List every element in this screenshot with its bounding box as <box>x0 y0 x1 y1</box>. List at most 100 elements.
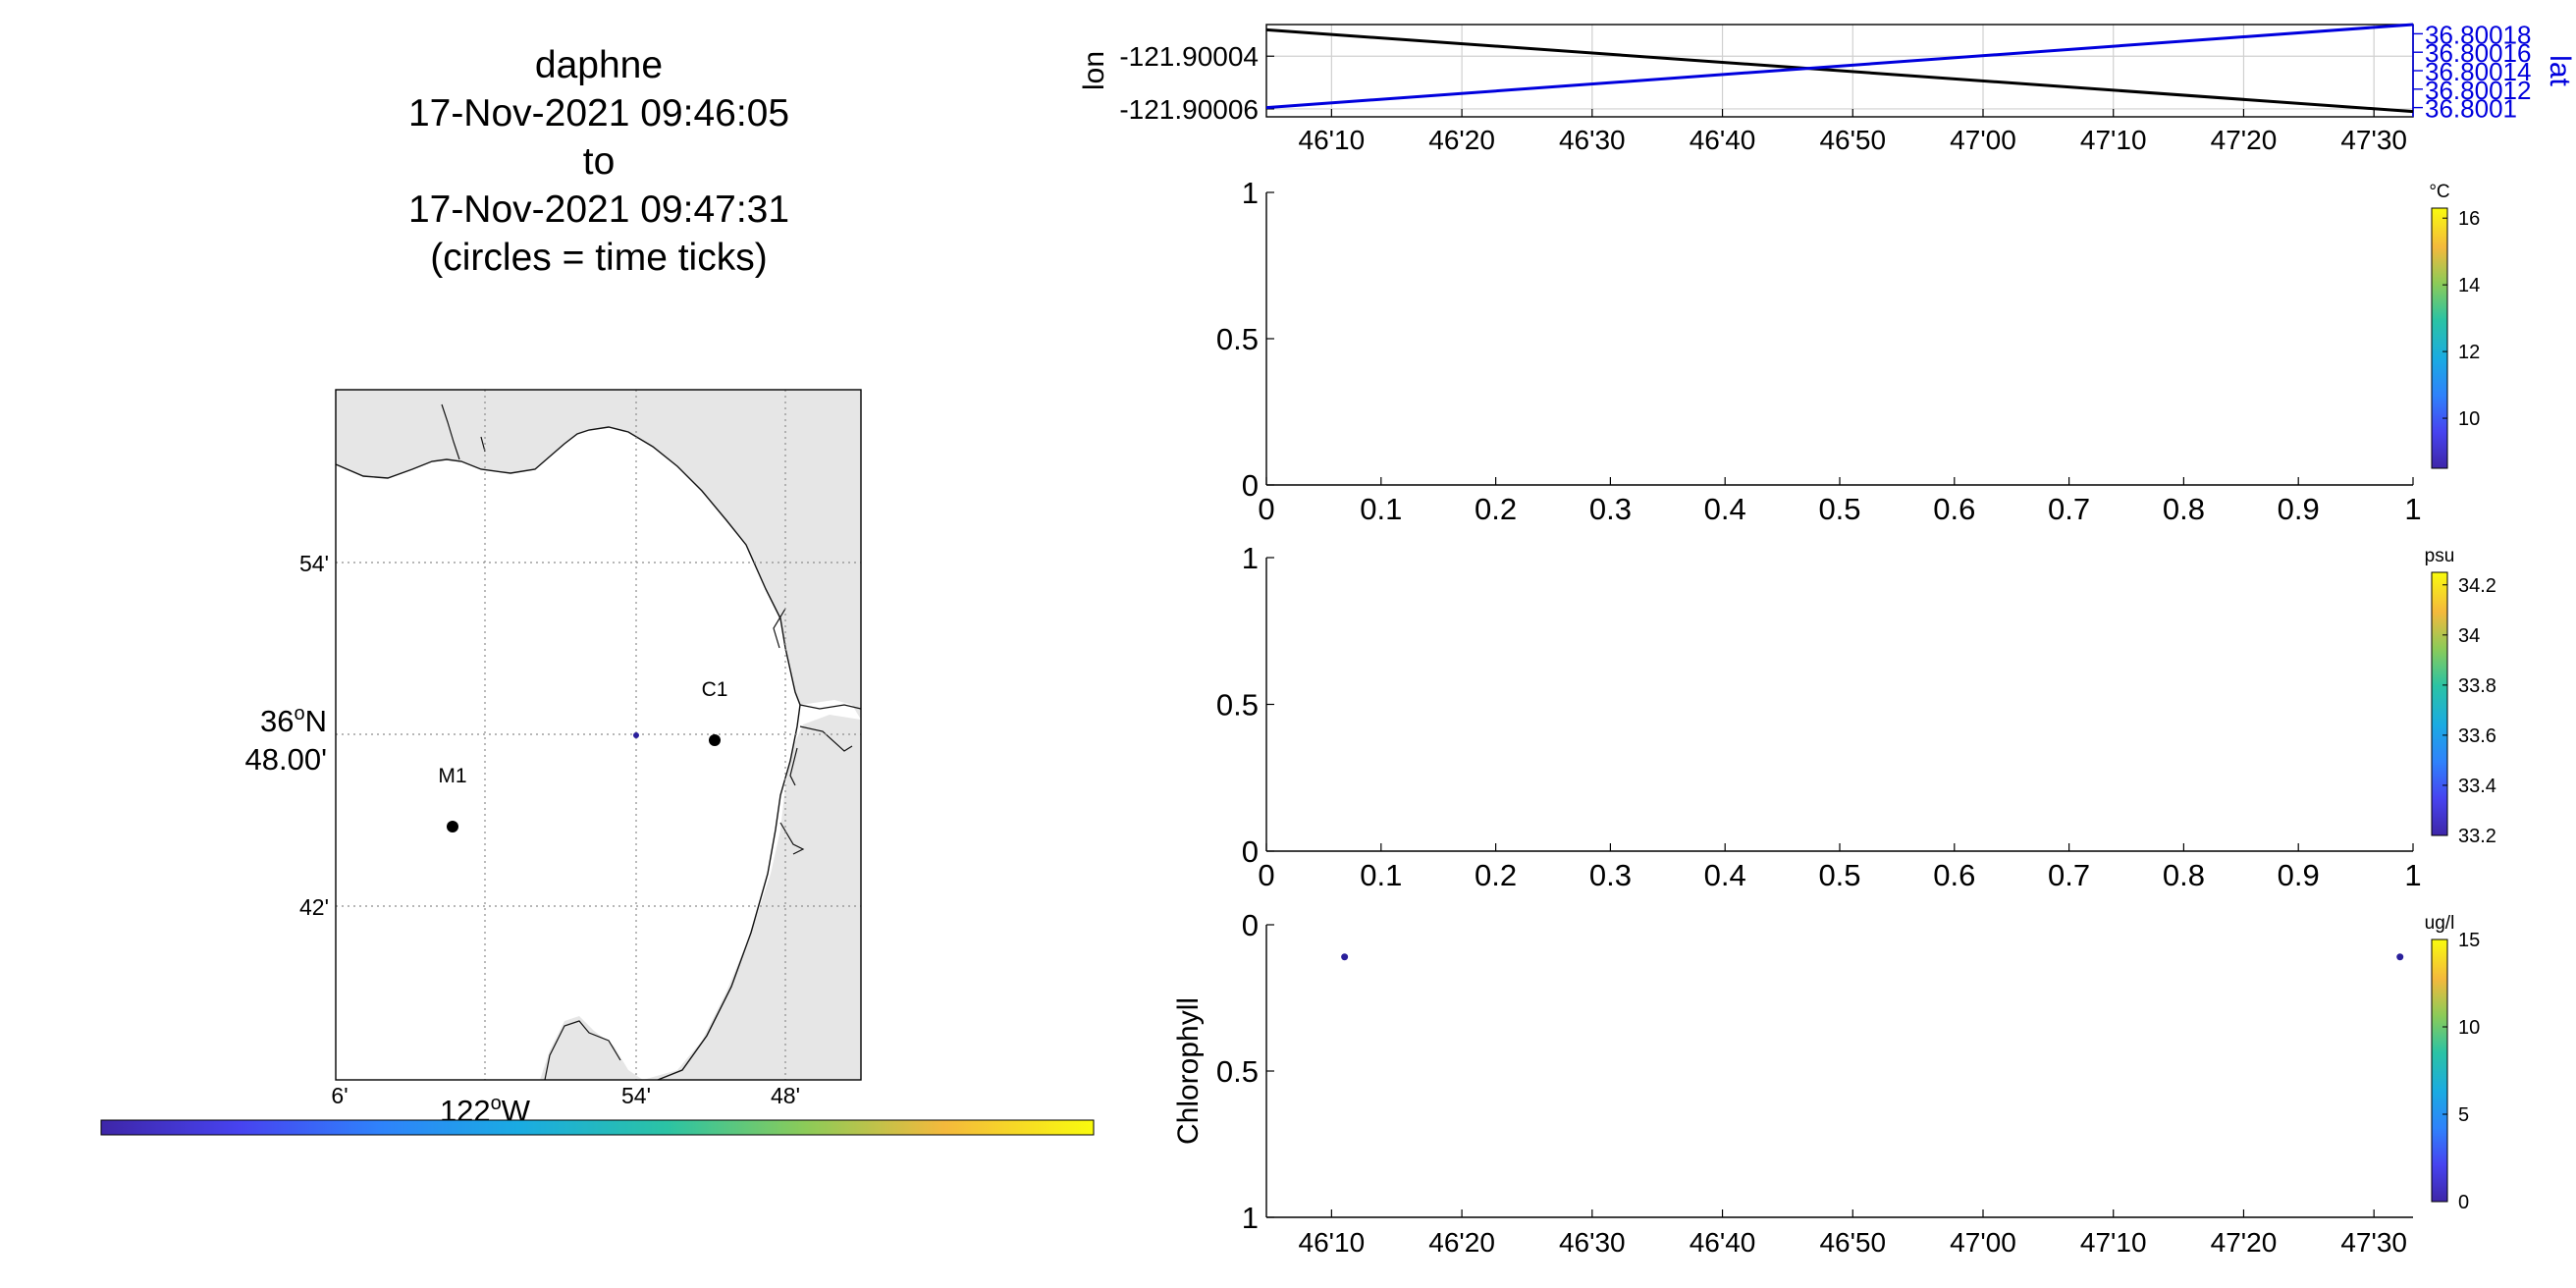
x-tick-label: 1 <box>2404 492 2421 526</box>
colorbar-tick-label: 33.4 <box>2458 776 2496 797</box>
y2-tick-label: 36.80012 <box>2425 76 2531 105</box>
x-tick-label: 46'30 <box>1559 125 1626 155</box>
temp-colorbar-ticks: 10 12 14 16 <box>2442 208 2480 430</box>
sal-colorbar-ticks: 33.2 33.4 33.6 33.8 34 34.2 <box>2442 575 2496 847</box>
x-tick-label: 0.3 <box>1589 858 1632 892</box>
chart-panels: 46'10 46'20 46'30 46'40 46'50 47'00 47'10 47'20… <box>1078 20 2576 1258</box>
y-tick-label: 0.5 <box>1216 1054 1259 1089</box>
lat-tick-label: 36oN <box>260 703 327 738</box>
x-tick-label: 0.6 <box>1933 492 1975 526</box>
colorbar-tick-label: 15 <box>2458 930 2480 951</box>
lat-tick-label: 54' <box>299 551 329 576</box>
title-line: daphne <box>534 44 664 86</box>
temp-colorbar <box>2431 207 2448 469</box>
x-tick-label: 46'10 <box>1299 1227 1366 1258</box>
x-tick-label: 47'30 <box>2340 1227 2407 1258</box>
y-tick-label: 0.5 <box>1216 322 1259 356</box>
x-tick-label: 46'20 <box>1428 125 1495 155</box>
x-tick-label: 0.3 <box>1589 492 1632 526</box>
x-tick-label: 0 <box>1258 492 1274 526</box>
x-tick-label: 46'20 <box>1428 1227 1495 1258</box>
x-tick-label: 47'10 <box>2080 125 2147 155</box>
x-tick-label: 0.8 <box>2163 858 2205 892</box>
lat-tick-label: 42' <box>299 894 329 920</box>
title-line: to <box>582 140 616 183</box>
river <box>441 403 862 1081</box>
x-tick-label: 0.2 <box>1475 858 1517 892</box>
chl-points <box>1341 953 2404 961</box>
colorbar-tick-label: 10 <box>2458 408 2480 430</box>
y2-tick-label: 36.80016 <box>2425 38 2531 68</box>
y-tick-label: 1 <box>1242 1201 1259 1235</box>
chl-y-ticks: 00.51 <box>1216 908 1274 1235</box>
chl-colorbar-unit: ug/l <box>2425 913 2455 934</box>
x-tick-label: 0.4 <box>1704 492 1746 526</box>
x-tick-label: 0.5 <box>1818 492 1860 526</box>
sal-y-ticks: 00.51 <box>1216 541 1274 869</box>
lon-tick-label: 48' <box>771 1083 800 1108</box>
coastline <box>335 426 801 1081</box>
chl-colorbar <box>2431 939 2448 1203</box>
title-line: 17-Nov-2021 09:46:05 <box>407 92 790 134</box>
y-tick-label: -121.90004 <box>1119 41 1259 72</box>
x-tick-label: 0.1 <box>1360 492 1402 526</box>
x-tick-label: 47'20 <box>2211 125 2278 155</box>
title-line: 17-Nov-2021 09:47:31 <box>407 188 790 231</box>
chl-point <box>1341 953 1349 961</box>
x-tick-label: 0.7 <box>2048 492 2090 526</box>
x-tick-label: 46'10 <box>1299 125 1366 155</box>
lonlat-ylabel: lon <box>1078 51 1110 90</box>
station-marker-m1 <box>447 821 458 832</box>
y2-tick-label: 36.8001 <box>2425 94 2517 124</box>
sal-colorbar-unit: psu <box>2425 546 2455 566</box>
x-tick-label: 47'10 <box>2080 1227 2147 1258</box>
y-tick-label: 1 <box>1242 176 1259 210</box>
x-tick-label: 0 <box>1258 858 1274 892</box>
y2-tick-label: 36.80014 <box>2425 57 2531 86</box>
graticule <box>336 390 861 1080</box>
y-tick-label: -121.90006 <box>1119 94 1259 125</box>
y2-tick-label: 36.80018 <box>2425 20 2531 49</box>
temp-colorbar-unit: °C <box>2429 182 2449 202</box>
x-tick-label: 47'20 <box>2211 1227 2278 1258</box>
x-tick-label: 46'40 <box>1690 125 1756 155</box>
colorbar-tick-label: 5 <box>2458 1104 2469 1126</box>
station-label-m1: M1 <box>438 765 466 787</box>
chl-x-ticks: 46'10 46'20 46'30 46'40 46'50 47'00 47'10 47'20… <box>1299 1209 2407 1258</box>
title-line: (circles = time ticks) <box>430 237 768 279</box>
y-tick-label: 1 <box>1242 541 1259 575</box>
x-tick-label: 46'50 <box>1819 1227 1886 1258</box>
lonlat-x-ticks: 46'10 46'20 46'30 46'40 46'50 47'00 47'10 47'20… <box>1299 109 2407 155</box>
lonlat-y2label: lat <box>2544 55 2576 86</box>
lon-tick-label: 6' <box>331 1083 348 1108</box>
x-tick-label: 47'30 <box>2340 125 2407 155</box>
chl-point <box>2396 953 2404 961</box>
y-tick-label: 0.5 <box>1216 688 1259 723</box>
colorbar-tick-label: 33.2 <box>2458 826 2496 847</box>
x-tick-label: 0.5 <box>1818 858 1860 892</box>
lat-series-line <box>1265 23 2414 110</box>
x-tick-label: 0.2 <box>1475 492 1517 526</box>
x-tick-label: 0.6 <box>1933 858 1975 892</box>
land-south <box>540 1016 643 1080</box>
lat-tick-label: 48.00' <box>245 742 328 777</box>
temp-y-ticks: 00.51 <box>1216 176 1274 503</box>
figure-title: daphne 17-Nov-2021 09:46:05 to 17-Nov-20… <box>304 41 893 282</box>
x-tick-label: 1 <box>2404 858 2421 892</box>
colorbar-tick-label: 33.6 <box>2458 725 2496 747</box>
colorbar-tick-label: 34 <box>2458 625 2480 647</box>
colorbar-tick-label: 34.2 <box>2458 575 2496 597</box>
colorbar-tick-label: 12 <box>2458 342 2480 363</box>
x-tick-label: 0.9 <box>2278 492 2320 526</box>
x-tick-label: 0.8 <box>2163 492 2205 526</box>
lonlat-y-ticks: -121.90004 -121.90006 <box>1119 41 1274 125</box>
chl-colorbar-ticks: 0 5 10 15 <box>2442 930 2480 1213</box>
x-tick-label: 0.7 <box>2048 858 2090 892</box>
colorbar-tick-label: 0 <box>2458 1192 2469 1213</box>
temp-x-ticks: 0 0.1 0.2 0.3 0.4 0.5 0.6 0.7 0.8 0.9 1 <box>1258 477 2422 526</box>
x-tick-label: 46'50 <box>1819 125 1886 155</box>
x-tick-label: 46'40 <box>1690 1227 1756 1258</box>
chl-ylabel: Chlorophyll <box>1172 997 1205 1145</box>
map-colorbar <box>100 1119 1095 1136</box>
colorbar-tick-label: 10 <box>2458 1017 2480 1039</box>
